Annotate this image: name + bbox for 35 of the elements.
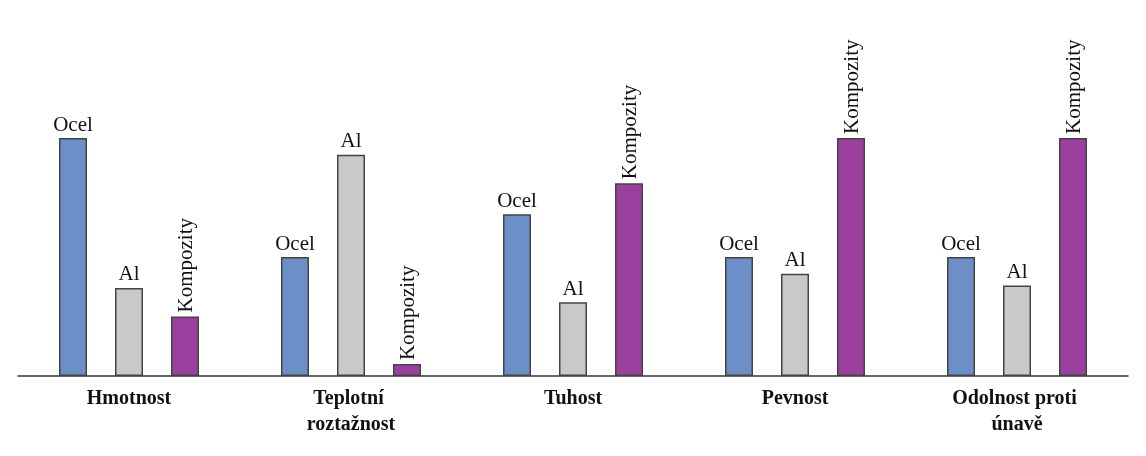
series-label: Al	[118, 261, 140, 286]
text: Kompozity	[617, 84, 641, 180]
bar	[115, 287, 143, 376]
bar	[281, 257, 309, 376]
text: Al	[340, 128, 362, 153]
bar	[171, 316, 199, 376]
x-tick-label: Odolnost proti únavě	[952, 386, 1082, 434]
bar	[837, 138, 865, 376]
text: Al	[562, 275, 584, 300]
bar	[1003, 285, 1031, 376]
bar	[503, 214, 531, 376]
text: Kompozity	[1061, 39, 1085, 134]
text: Al	[784, 247, 806, 272]
text: Ocel	[497, 187, 537, 212]
series-label: Ocel	[275, 230, 315, 255]
bar	[59, 138, 87, 376]
x-tick-label: Tuhost	[543, 386, 603, 408]
text: Ocel	[719, 230, 759, 255]
text: Ocel	[53, 111, 93, 136]
bar	[1059, 138, 1087, 376]
bar	[725, 257, 753, 376]
text: Kompozity	[173, 217, 197, 313]
bar	[393, 364, 421, 376]
text: Kompozity	[395, 265, 419, 361]
x-tick-label: Teplotní roztažnost	[306, 386, 396, 434]
bar	[781, 273, 809, 376]
text: Ocel	[941, 230, 981, 255]
x-tick-label: Pevnost	[761, 386, 829, 408]
bar	[337, 154, 365, 376]
x-tick-label: Hmotnost	[86, 386, 172, 408]
bar	[947, 257, 975, 376]
bar	[615, 183, 643, 376]
text: Kompozity	[839, 39, 863, 134]
bar	[559, 302, 587, 376]
text: Al	[1006, 259, 1028, 284]
